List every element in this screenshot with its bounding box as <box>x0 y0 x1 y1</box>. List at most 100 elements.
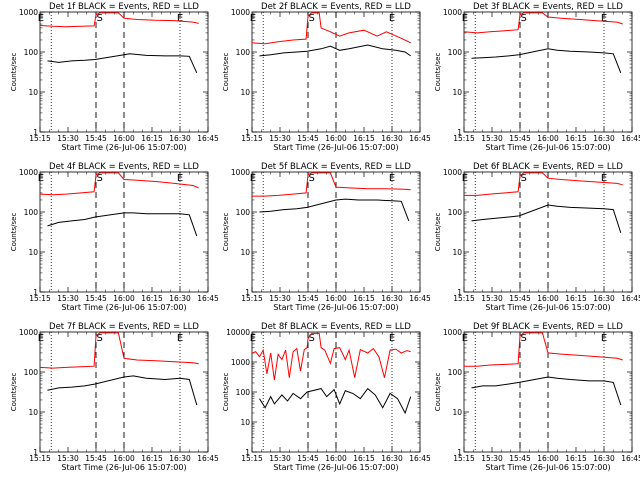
event-marker-s: S <box>97 13 103 24</box>
series-line-lld <box>40 172 199 196</box>
x-tick-label: 16:00 <box>325 294 347 303</box>
event-marker-e: E <box>250 13 256 24</box>
y-tick-label: 1 <box>245 448 250 457</box>
series-line-lld <box>252 172 411 197</box>
x-tick-label: 15:15 <box>453 294 475 303</box>
series-line-events <box>471 48 622 74</box>
x-tick-label: 15:45 <box>85 294 107 303</box>
y-tick-label: 1 <box>245 128 250 137</box>
y-tick-label: 10 <box>28 248 38 257</box>
x-tick-label: 15:45 <box>509 454 531 463</box>
x-tick-label: 16:45 <box>197 294 219 303</box>
event-marker-s: S <box>521 333 527 344</box>
y-tick-label: 1000 <box>19 8 38 17</box>
y-tick-label: 1 <box>33 448 38 457</box>
event-marker-e: E <box>389 13 395 24</box>
detector-panel-2f: Det 2f BLACK = Events, RED = LLD 1 10 100 10… <box>222 2 431 152</box>
x-tick-label: 16:45 <box>197 134 219 143</box>
x-tick-label: 15:15 <box>241 454 263 463</box>
y-axis-label: Counts/sec <box>222 213 230 252</box>
x-axis-label: Start Time (26-Jul-06 15:07:00) <box>485 463 610 472</box>
x-tick-label: 16:00 <box>537 134 559 143</box>
event-marker-e: E <box>250 173 256 184</box>
y-tick-label: 1000 <box>19 328 38 337</box>
x-tick-label: 15:15 <box>29 454 51 463</box>
x-tick-label: 16:15 <box>565 134 587 143</box>
x-tick-label: 16:15 <box>565 294 587 303</box>
event-marker-e: E <box>177 333 183 344</box>
event-marker-s: S <box>309 13 315 24</box>
panel-title: Det 8f BLACK = Events, RED = LLD <box>261 322 411 332</box>
event-marker-s: S <box>521 173 527 184</box>
x-tick-label: 15:45 <box>297 294 319 303</box>
series-line-lld <box>252 12 411 45</box>
y-tick-label: 100 <box>24 368 39 377</box>
event-marker-e: E <box>38 333 44 344</box>
y-axis-label: Counts/sec <box>10 373 18 412</box>
y-tick-label: 100 <box>236 388 251 397</box>
y-tick-label: 10 <box>452 408 462 417</box>
x-tick-label: 15:30 <box>269 134 291 143</box>
y-tick-label: 100 <box>236 208 251 217</box>
event-marker-e: E <box>462 173 468 184</box>
detector-panel-1f: Det 1f BLACK = Events, RED = LLD 1 10 100 10… <box>10 2 219 152</box>
y-tick-label: 1 <box>33 288 38 297</box>
y-tick-label: 100 <box>24 208 39 217</box>
x-tick-label: 16:30 <box>169 294 191 303</box>
x-axis-label: Start Time (26-Jul-06 15:07:00) <box>61 463 186 472</box>
y-axis-label: Counts/sec <box>222 53 230 92</box>
event-marker-e: E <box>38 173 44 184</box>
y-tick-label: 1000 <box>231 358 250 367</box>
y-tick-label: 10 <box>452 88 462 97</box>
event-marker-e: E <box>462 13 468 24</box>
y-tick-label: 10 <box>452 248 462 257</box>
x-tick-label: 15:45 <box>509 134 531 143</box>
y-tick-label: 1 <box>457 288 462 297</box>
y-tick-label: 100 <box>448 208 463 217</box>
x-tick-label: 15:15 <box>241 294 263 303</box>
y-tick-label: 100 <box>448 368 463 377</box>
x-tick-label: 16:30 <box>381 454 403 463</box>
series-line-lld <box>464 172 623 196</box>
x-tick-label: 15:30 <box>57 134 79 143</box>
x-tick-label: 16:45 <box>409 294 431 303</box>
x-tick-label: 16:00 <box>537 454 559 463</box>
panel-title: Det 2f BLACK = Events, RED = LLD <box>261 2 411 12</box>
x-tick-label: 15:15 <box>29 134 51 143</box>
event-marker-s: S <box>521 13 527 24</box>
y-tick-label: 100 <box>448 48 463 57</box>
x-tick-label: 16:15 <box>353 294 375 303</box>
y-tick-label: 1 <box>457 128 462 137</box>
x-tick-label: 16:30 <box>381 134 403 143</box>
x-tick-label: 16:15 <box>141 454 163 463</box>
x-tick-label: 16:00 <box>113 454 135 463</box>
x-axis-label: Start Time (26-Jul-06 15:07:00) <box>273 463 398 472</box>
series-line-events <box>47 53 198 74</box>
y-tick-label: 10 <box>240 248 250 257</box>
y-tick-label: 100 <box>24 48 39 57</box>
x-axis-label: Start Time (26-Jul-06 15:07:00) <box>273 303 398 312</box>
event-marker-s: S <box>309 333 315 344</box>
event-marker-e: E <box>250 333 256 344</box>
series-line-events <box>259 44 411 57</box>
x-tick-label: 15:30 <box>481 134 503 143</box>
x-tick-label: 16:15 <box>141 134 163 143</box>
x-tick-label: 15:30 <box>57 294 79 303</box>
x-tick-label: 15:15 <box>241 134 263 143</box>
x-tick-label: 16:15 <box>565 454 587 463</box>
event-marker-e: E <box>462 333 468 344</box>
panel-title: Det 9f BLACK = Events, RED = LLD <box>473 322 623 332</box>
panel-title: Det 7f BLACK = Events, RED = LLD <box>49 322 199 332</box>
x-axis-label: Start Time (26-Jul-06 15:07:00) <box>61 143 186 152</box>
x-axis-label: Start Time (26-Jul-06 15:07:00) <box>485 303 610 312</box>
event-marker-e: E <box>38 13 44 24</box>
event-marker-e: E <box>601 13 607 24</box>
x-tick-label: 16:45 <box>621 294 640 303</box>
y-axis-label: Counts/sec <box>10 213 18 252</box>
x-tick-label: 16:30 <box>381 294 403 303</box>
x-axis-label: Start Time (26-Jul-06 15:07:00) <box>273 143 398 152</box>
y-axis-label: Counts/sec <box>434 53 442 92</box>
panel-title: Det 1f BLACK = Events, RED = LLD <box>49 2 199 12</box>
x-tick-label: 16:30 <box>593 134 615 143</box>
